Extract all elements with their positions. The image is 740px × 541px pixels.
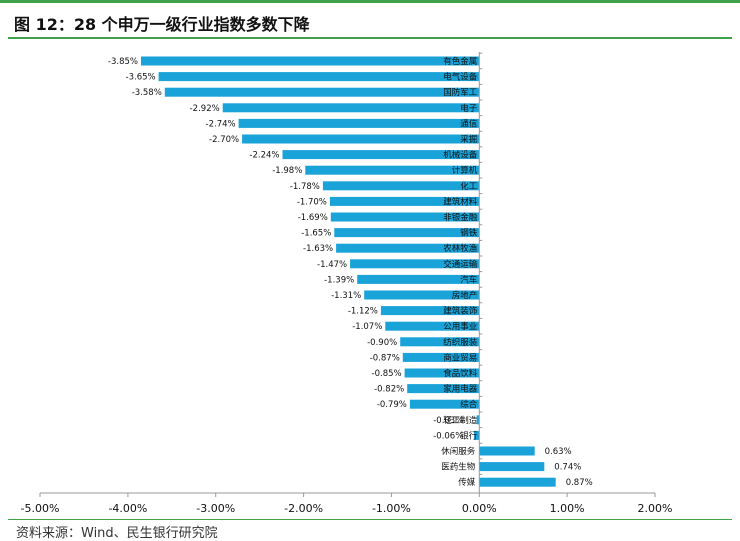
category-label: 银行 bbox=[460, 430, 478, 441]
category-label: 传媒 bbox=[458, 477, 476, 488]
bar bbox=[400, 337, 480, 347]
data-label: -0.82% bbox=[374, 385, 404, 395]
data-label: -1.31% bbox=[331, 291, 361, 301]
category-label: 钢铁 bbox=[460, 228, 478, 239]
category-label: 房地产 bbox=[452, 290, 478, 301]
bar bbox=[329, 196, 480, 206]
category-label: 计算机 bbox=[452, 165, 478, 176]
data-label: 0.74% bbox=[554, 463, 581, 473]
bar bbox=[330, 212, 480, 222]
bar bbox=[385, 321, 480, 331]
bar bbox=[334, 228, 480, 238]
bar bbox=[350, 259, 480, 269]
category-label: 电气设备 bbox=[443, 72, 478, 83]
category-label: 家用电器 bbox=[443, 384, 478, 395]
data-label: -1.12% bbox=[348, 307, 378, 317]
source-rule bbox=[8, 519, 732, 520]
bar bbox=[238, 118, 480, 128]
bar bbox=[222, 103, 480, 113]
data-label: -2.70% bbox=[209, 135, 239, 145]
data-label: -0.79% bbox=[377, 400, 407, 410]
data-label: -1.65% bbox=[301, 229, 331, 239]
bar bbox=[402, 352, 480, 362]
data-label: -2.74% bbox=[206, 119, 236, 129]
bar bbox=[479, 477, 556, 487]
category-label: 汽车 bbox=[460, 274, 477, 285]
data-label: -0.87% bbox=[370, 353, 400, 363]
bar bbox=[336, 243, 480, 253]
x-tick-label: -4.00% bbox=[108, 502, 147, 515]
data-label: -1.98% bbox=[272, 166, 302, 176]
category-label: 交通运输 bbox=[443, 259, 478, 270]
bar bbox=[322, 181, 480, 191]
data-label: -1.47% bbox=[317, 260, 347, 270]
x-tick-label: -2.00% bbox=[284, 502, 323, 515]
category-label: 商业贸易 bbox=[443, 352, 477, 363]
data-label: -3.58% bbox=[132, 88, 162, 98]
data-label: -2.24% bbox=[249, 151, 279, 161]
title-rule bbox=[8, 37, 732, 39]
data-label: -1.39% bbox=[324, 275, 354, 285]
bar bbox=[407, 384, 480, 394]
category-label: 化工 bbox=[460, 181, 478, 192]
bar bbox=[158, 72, 480, 82]
category-label: 机械设备 bbox=[443, 150, 478, 161]
data-label: -0.85% bbox=[372, 369, 402, 379]
data-label: -3.65% bbox=[126, 73, 156, 83]
category-label: 农林牧渔 bbox=[443, 243, 478, 254]
category-label: 公用事业 bbox=[443, 321, 477, 332]
data-label: -1.63% bbox=[303, 244, 333, 254]
source-note: 资料来源：Wind、民生银行研究院 bbox=[16, 526, 218, 541]
category-label: 非银金融 bbox=[443, 212, 478, 223]
bar bbox=[479, 446, 535, 456]
top-rule bbox=[0, 0, 740, 3]
bar bbox=[164, 87, 480, 97]
x-tick-label: 0.00% bbox=[462, 502, 497, 515]
bar bbox=[282, 150, 480, 160]
data-label: -0.06% bbox=[433, 431, 463, 441]
data-label: -1.78% bbox=[290, 182, 320, 192]
bar bbox=[357, 274, 480, 284]
x-tick-label: 2.00% bbox=[638, 502, 673, 515]
bar bbox=[474, 430, 480, 440]
data-label: 0.87% bbox=[566, 478, 593, 488]
category-label: 轻工制造 bbox=[443, 415, 478, 426]
category-label: 医药生物 bbox=[441, 462, 476, 473]
category-label: 综合 bbox=[460, 399, 478, 410]
category-label: 有色金属 bbox=[443, 56, 477, 67]
category-label: 建筑材料 bbox=[443, 196, 478, 207]
bar bbox=[409, 399, 480, 409]
bar bbox=[141, 56, 480, 66]
bar bbox=[364, 290, 480, 300]
bar bbox=[305, 165, 480, 175]
category-label: 电子 bbox=[460, 103, 478, 114]
category-label: 纺织服装 bbox=[443, 337, 478, 348]
category-label: 国防军工 bbox=[443, 87, 478, 98]
data-label: -0.90% bbox=[367, 338, 397, 348]
data-label: 0.63% bbox=[545, 447, 572, 457]
data-label: -2.92% bbox=[190, 104, 220, 114]
data-label: -1.69% bbox=[298, 213, 328, 223]
x-tick-label: -1.00% bbox=[372, 502, 411, 515]
x-tick-label: 1.00% bbox=[550, 502, 585, 515]
bar bbox=[242, 134, 480, 144]
data-label: -1.70% bbox=[297, 197, 327, 207]
category-label: 食品饮料 bbox=[443, 368, 478, 379]
x-tick-label: -3.00% bbox=[196, 502, 235, 515]
bar bbox=[476, 415, 480, 425]
data-label: -0.03% bbox=[433, 416, 463, 426]
data-label: -1.07% bbox=[352, 322, 382, 332]
bar bbox=[404, 368, 480, 378]
category-label: 采掘 bbox=[460, 134, 477, 145]
x-tick-label: -5.00% bbox=[21, 502, 60, 515]
bar bbox=[479, 462, 545, 472]
bar bbox=[380, 306, 480, 316]
data-label: -3.85% bbox=[108, 57, 138, 67]
category-label: 建筑装饰 bbox=[443, 306, 478, 317]
figure-title: 图 12：28 个申万一级行业指数多数下降 bbox=[14, 15, 310, 34]
category-label: 休闲服务 bbox=[441, 446, 476, 457]
category-label: 通信 bbox=[460, 118, 478, 129]
